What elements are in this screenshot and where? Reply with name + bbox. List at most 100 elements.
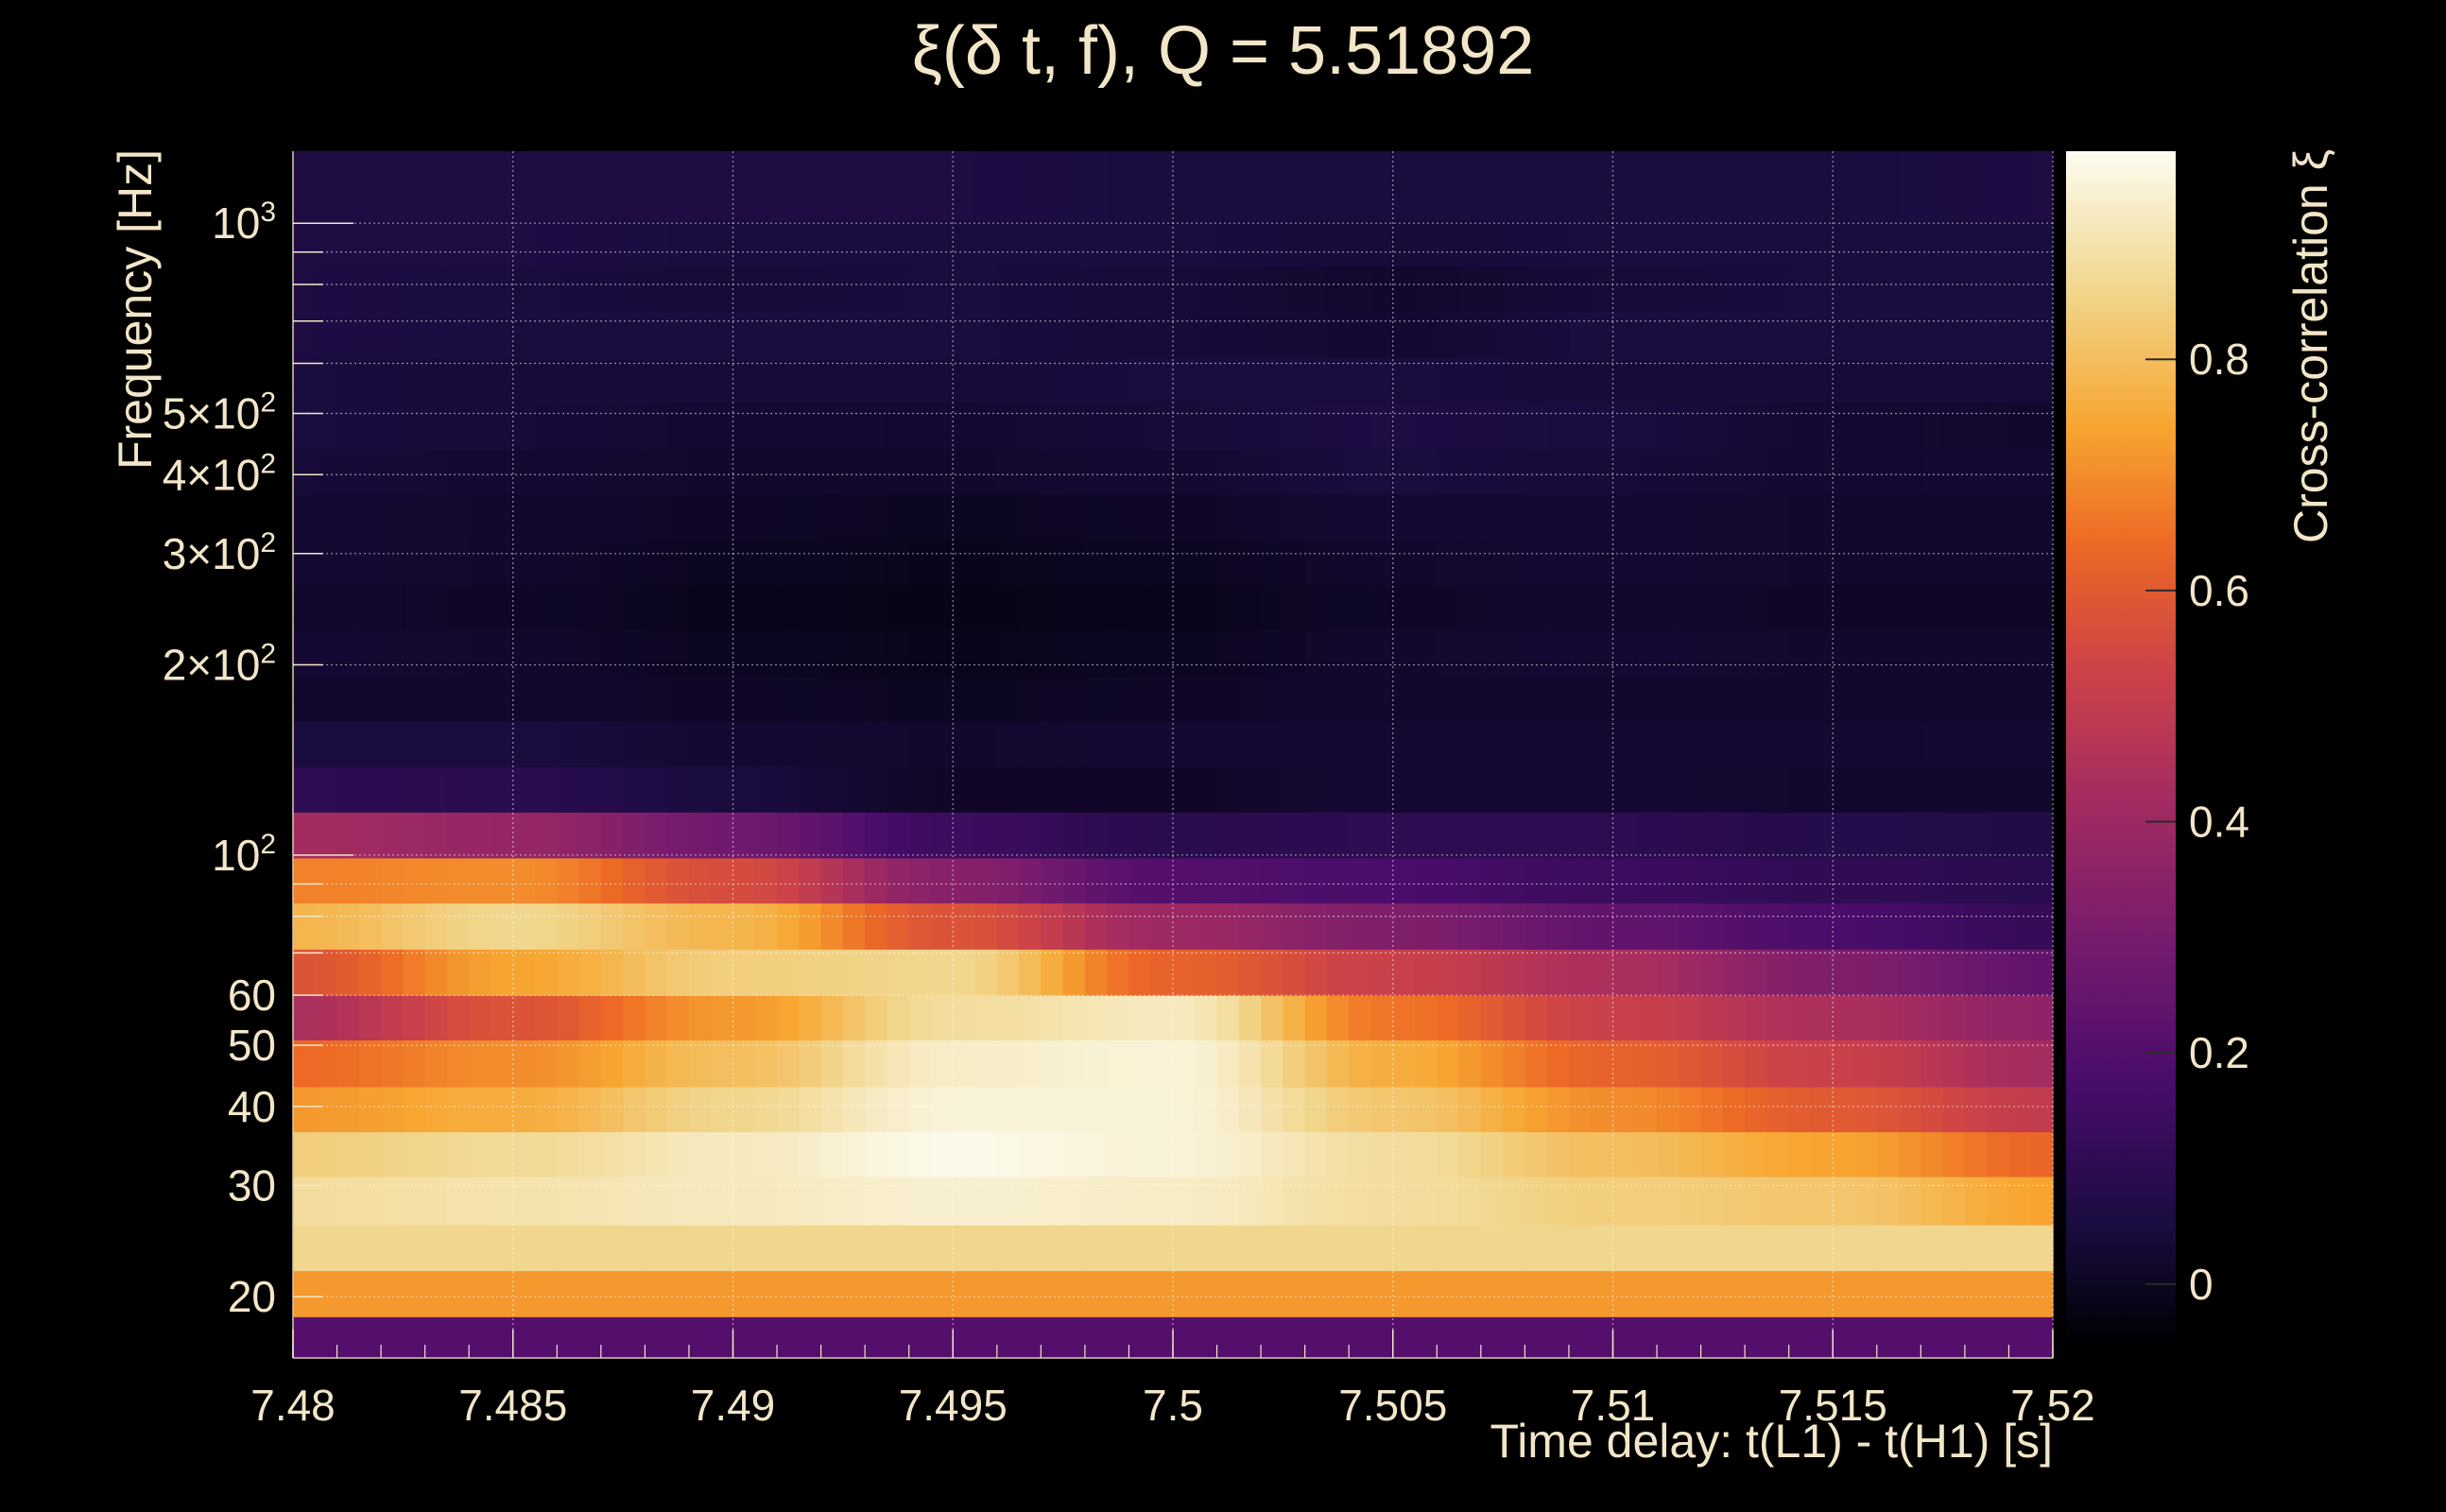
chart-title: ξ(δ t, f), Q = 5.51892 xyxy=(912,13,1535,89)
heatmap-cell xyxy=(1546,1040,1570,1088)
heatmap-cell xyxy=(1657,584,1679,631)
x-tick-label: 7.505 xyxy=(1338,1381,1447,1430)
heatmap-cell xyxy=(754,266,778,313)
heatmap-cell xyxy=(2030,220,2054,266)
heatmap-cell xyxy=(1964,356,1988,404)
heatmap-cell xyxy=(315,766,338,813)
heatmap-cell xyxy=(446,220,470,266)
y-tick-label: 103 xyxy=(212,197,276,248)
heatmap-cell xyxy=(1503,356,1525,404)
heatmap-cell xyxy=(1370,1225,1394,1272)
heatmap-cell xyxy=(1458,766,1482,813)
heatmap-cell xyxy=(512,1225,536,1272)
heatmap-cell xyxy=(666,1270,690,1317)
y-tick-label: 3×102 xyxy=(163,527,276,578)
heatmap-cell xyxy=(358,584,382,631)
heatmap-cell xyxy=(1745,949,1768,996)
heatmap-cell xyxy=(1921,1176,1944,1226)
heatmap-cell xyxy=(557,356,580,404)
heatmap-cell xyxy=(1128,629,1152,678)
heatmap-cell xyxy=(1107,1040,1130,1088)
heatmap-cell xyxy=(930,220,954,266)
x-axis-title: Time delay: t(L1) - t(H1) [s] xyxy=(1490,1415,2053,1468)
heatmap-cell xyxy=(1810,995,1834,1040)
heatmap-cell xyxy=(1899,311,1921,358)
heatmap-cell xyxy=(1173,220,1196,266)
heatmap-cell xyxy=(1415,1270,1438,1317)
heatmap-cell xyxy=(1657,220,1679,266)
heatmap-cell xyxy=(358,949,382,996)
heatmap-cell xyxy=(446,1225,470,1272)
heatmap-cell xyxy=(1107,902,1130,950)
heatmap-cell xyxy=(974,1131,998,1177)
heatmap-cell xyxy=(1150,676,1174,722)
heatmap-cell xyxy=(446,1086,470,1133)
heatmap-cell xyxy=(1964,539,1988,586)
heatmap-cell xyxy=(2008,1040,2032,1088)
heatmap-cell xyxy=(315,1040,338,1088)
heatmap-cell xyxy=(1084,1225,1108,1272)
heatmap-cell xyxy=(799,311,822,358)
heatmap-cell xyxy=(1415,1225,1438,1272)
heatmap-cell xyxy=(358,1270,382,1317)
heatmap-cell xyxy=(1304,1131,1328,1177)
heatmap-cell xyxy=(315,493,338,541)
heatmap-cell xyxy=(1700,1270,1724,1317)
heatmap-cell xyxy=(1107,448,1130,495)
heatmap-cell xyxy=(1019,356,1042,404)
heatmap-cell xyxy=(1634,902,1658,950)
heatmap-cell xyxy=(2030,1086,2054,1133)
heatmap-cell xyxy=(688,1270,712,1317)
heatmap-cell xyxy=(381,584,404,631)
heatmap-cell xyxy=(865,151,888,221)
heatmap-cell xyxy=(908,1225,932,1272)
heatmap-cell xyxy=(1810,356,1834,404)
heatmap-cell xyxy=(930,812,954,859)
heatmap-cell xyxy=(600,766,624,813)
heatmap-cell xyxy=(1195,902,1218,950)
heatmap-cell xyxy=(1634,311,1658,358)
heatmap-cell xyxy=(1546,220,1570,266)
heatmap-cell xyxy=(491,1270,514,1317)
heatmap-cell xyxy=(1349,857,1372,904)
heatmap-cell xyxy=(1107,1270,1130,1317)
heatmap-cell xyxy=(491,1225,514,1272)
heatmap-cell xyxy=(1437,676,1460,722)
heatmap-cell xyxy=(1833,1270,1856,1317)
heatmap-cell xyxy=(1854,812,1878,859)
heatmap-cell xyxy=(711,676,734,722)
heatmap-cell xyxy=(799,766,822,813)
heatmap-cell xyxy=(1283,949,1306,996)
heatmap-cell xyxy=(865,1176,888,1226)
heatmap-cell xyxy=(711,766,734,813)
heatmap-cell xyxy=(403,902,426,950)
heatmap-cell xyxy=(645,766,668,813)
heatmap-cell xyxy=(1480,1225,1504,1272)
heatmap-cell xyxy=(403,1040,426,1088)
heatmap-cell xyxy=(1987,812,2010,859)
heatmap-cell xyxy=(293,629,316,678)
heatmap-cell xyxy=(974,629,998,678)
heatmap-cell xyxy=(1568,1270,1592,1317)
heatmap-cell xyxy=(578,1040,602,1088)
heatmap-cell xyxy=(842,584,866,631)
heatmap-cell xyxy=(1634,1040,1658,1088)
heatmap-cell xyxy=(535,539,558,586)
colorbar-title: Cross-correlation ξ xyxy=(2284,149,2337,543)
heatmap-cell xyxy=(688,857,712,904)
heatmap-cell xyxy=(842,1225,866,1272)
heatmap-cell xyxy=(1899,949,1921,996)
heatmap-cell xyxy=(754,629,778,678)
heatmap-cell xyxy=(446,151,470,221)
heatmap-cell xyxy=(1612,766,1636,813)
heatmap-cell xyxy=(512,1040,536,1088)
heatmap-cell xyxy=(1370,311,1394,358)
heatmap-cell xyxy=(1084,584,1108,631)
heatmap-cell xyxy=(645,1176,668,1226)
heatmap-cell xyxy=(535,311,558,358)
heatmap-cell xyxy=(557,311,580,358)
heatmap-cell xyxy=(381,720,404,767)
heatmap-cell xyxy=(336,311,360,358)
heatmap-cell xyxy=(1283,1086,1306,1133)
heatmap-cell xyxy=(754,151,778,221)
